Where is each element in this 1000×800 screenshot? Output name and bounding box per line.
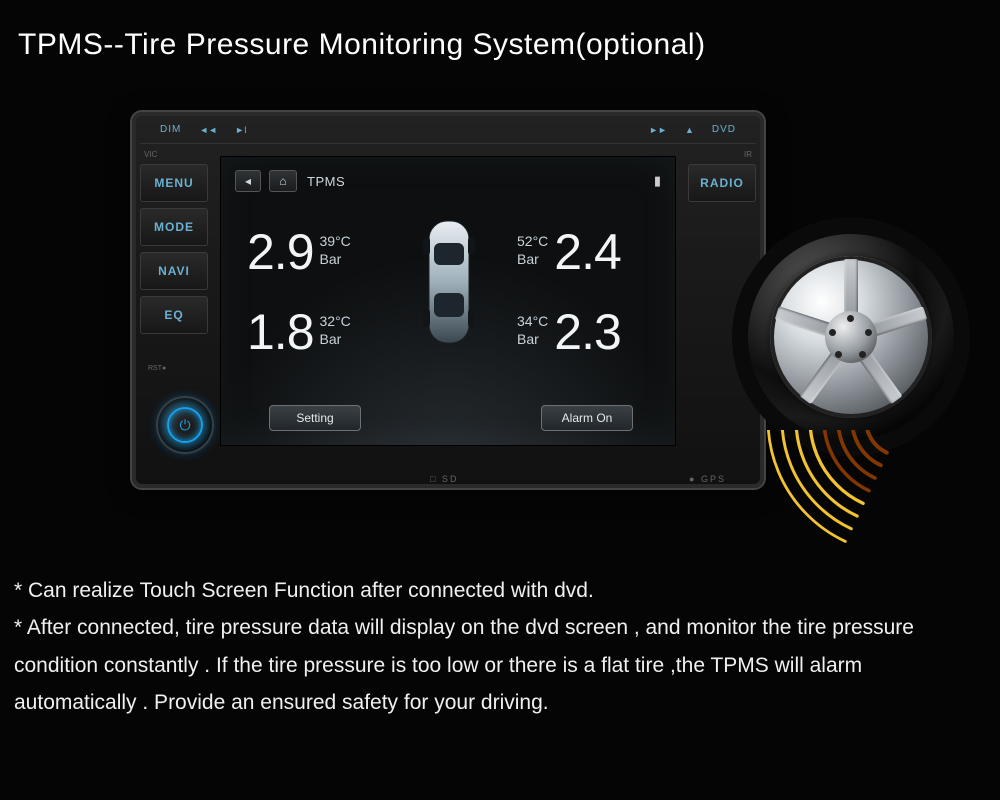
tire-photo: [732, 218, 970, 456]
dim-button[interactable]: DIM: [160, 124, 181, 135]
vic-label: VIC: [144, 150, 157, 159]
setting-button[interactable]: Setting: [269, 405, 361, 431]
wheel-rim-icon: [770, 256, 932, 418]
tire-reading-rear-right: 2.3 34°C Bar: [517, 307, 621, 357]
left-button-column: MENU MODE NAVI EQ: [140, 164, 208, 334]
play-pause-icon[interactable]: ►I: [235, 125, 246, 135]
temp-value: 52°C: [517, 233, 548, 249]
menu-button[interactable]: MENU: [140, 164, 208, 202]
description-line: * Can realize Touch Screen Function afte…: [14, 572, 986, 609]
car-top-view-icon: [419, 217, 479, 347]
lcd-screen[interactable]: ◂ ⌂ TPMS ▮ 2.9 39°C Bar 2.4 52°C Bar 1.8…: [220, 156, 676, 446]
battery-icon: ▮: [654, 173, 661, 189]
pressure-unit: Bar: [320, 331, 351, 347]
navi-button[interactable]: NAVI: [140, 252, 208, 290]
power-button[interactable]: ⏻: [156, 396, 214, 454]
tire-reading-front-left: 2.9 39°C Bar: [247, 227, 351, 277]
dvd-button[interactable]: DVD: [712, 124, 736, 135]
radio-button[interactable]: RADIO: [688, 164, 756, 202]
description-line: * After connected, tire pressure data wi…: [14, 609, 986, 721]
back-button[interactable]: ◂: [235, 170, 261, 192]
pressure-value: 2.3: [554, 307, 621, 357]
screen-status-bar: ◂ ⌂ TPMS ▮: [229, 167, 667, 195]
screen-title: TPMS: [307, 174, 345, 189]
ir-label: IR: [744, 150, 752, 159]
temp-value: 34°C: [517, 313, 548, 329]
pressure-value: 2.9: [247, 227, 314, 277]
temp-value: 39°C: [320, 233, 351, 249]
temp-value: 32°C: [320, 313, 351, 329]
eq-button[interactable]: EQ: [140, 296, 208, 334]
next-track-icon[interactable]: ►►: [649, 125, 667, 135]
eject-icon[interactable]: ▲: [685, 125, 694, 135]
home-button[interactable]: ⌂: [269, 170, 297, 192]
power-icon: ⏻: [179, 417, 190, 434]
tire-reading-front-right: 2.4 52°C Bar: [517, 227, 621, 277]
pressure-value: 2.4: [554, 227, 621, 277]
pressure-unit: Bar: [517, 251, 548, 267]
page-title: TPMS--Tire Pressure Monitoring System(op…: [18, 28, 706, 62]
reset-label: RST●: [148, 365, 166, 372]
pressure-unit: Bar: [320, 251, 351, 267]
sd-slot-label: □ SD: [430, 474, 458, 484]
pressure-value: 1.8: [247, 307, 314, 357]
tire-reading-rear-left: 1.8 32°C Bar: [247, 307, 351, 357]
alarm-on-button[interactable]: Alarm On: [541, 405, 633, 431]
description-text: * Can realize Touch Screen Function afte…: [14, 572, 986, 722]
headunit: DIM ◄◄ ►I ►► ▲ DVD VIC IR MENU MODE NAVI…: [130, 110, 766, 490]
right-button-column: RADIO: [688, 164, 756, 202]
mode-button[interactable]: MODE: [140, 208, 208, 246]
prev-track-icon[interactable]: ◄◄: [199, 125, 217, 135]
gps-label: ● GPS: [689, 474, 726, 484]
pressure-unit: Bar: [517, 331, 548, 347]
headunit-top-bar: DIM ◄◄ ►I ►► ▲ DVD: [140, 116, 756, 144]
